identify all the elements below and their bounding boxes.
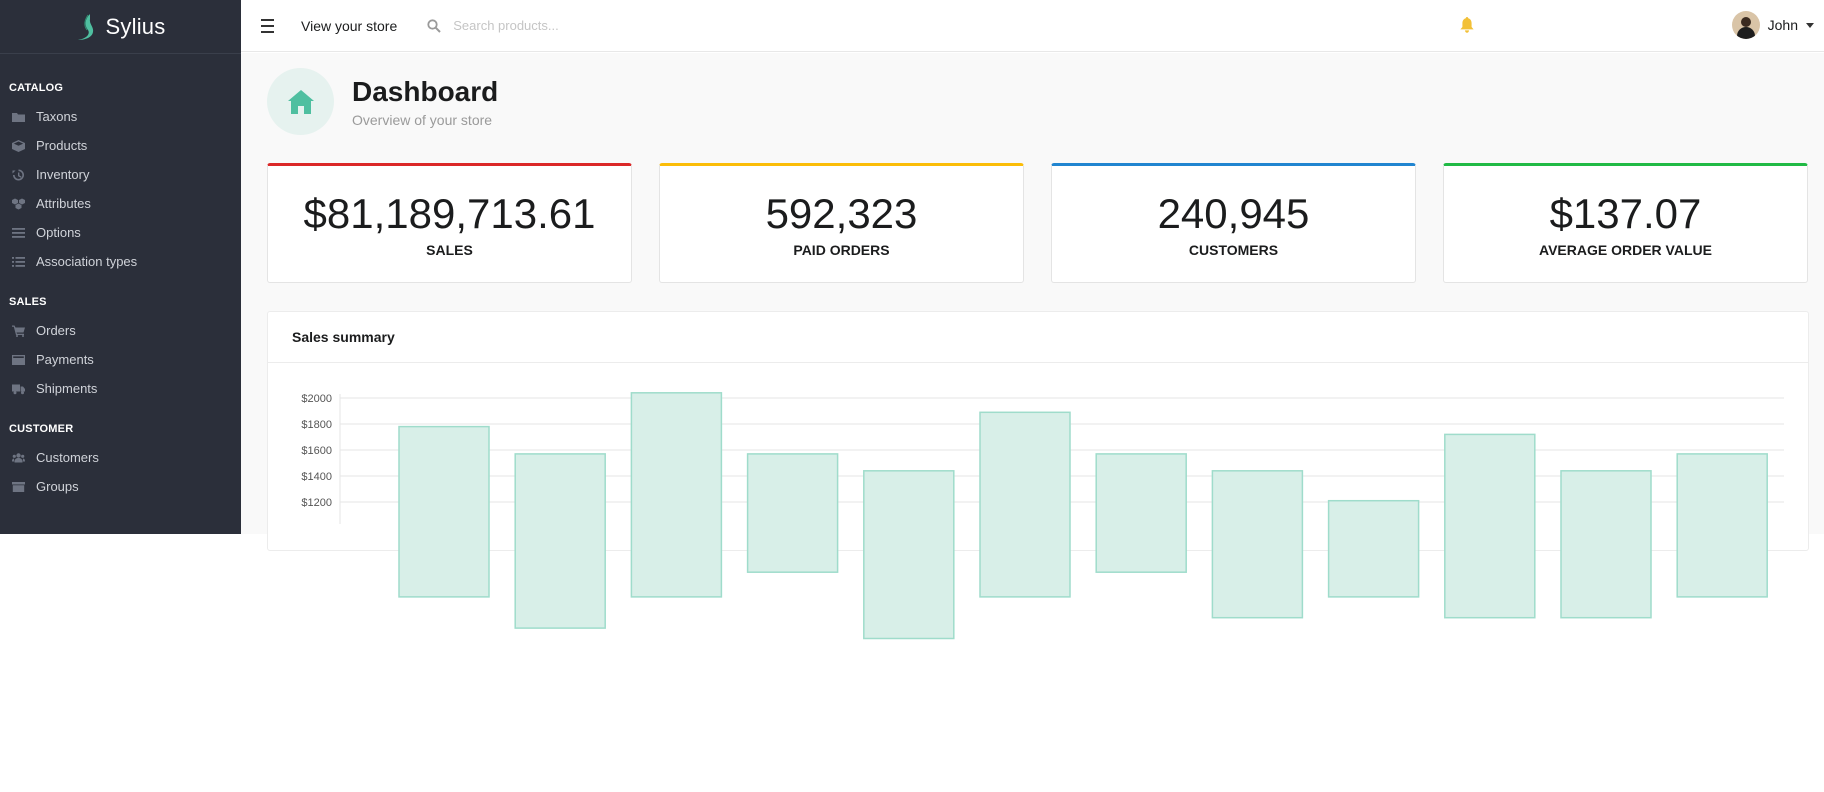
- statistics-row: $81,189,713.61 Sales 592,323 Paid orders 240…: [267, 163, 1808, 283]
- stat-value: $137.07: [1549, 190, 1702, 237]
- chart-bar[interactable]: [746, 453, 839, 573]
- y-tick-label: $1400: [301, 471, 332, 483]
- page-title: Dashboard: [352, 75, 499, 107]
- view-store-link[interactable]: View your store: [301, 17, 398, 34]
- sidebar-section-catalog: Catalog: [9, 82, 64, 94]
- history-icon: [11, 169, 25, 181]
- search-input[interactable]: [453, 18, 754, 33]
- chart-bar[interactable]: [1444, 433, 1536, 619]
- sidebar-item-payments[interactable]: Payments: [0, 345, 241, 374]
- main-content: Dashboard Overview of your store $81,189…: [241, 53, 1824, 640]
- sales-summary-chart: $2000 $1800 $1600 $1400 $1200: [301, 392, 1784, 640]
- sidebar-item-association-types[interactable]: Association types: [0, 247, 241, 276]
- chart-bar[interactable]: [863, 470, 955, 640]
- sidebar-item-label: Shipments: [36, 381, 98, 396]
- sidebar-section-customer: Customer: [9, 423, 74, 435]
- stat-card-sales: $81,189,713.61 Sales: [267, 163, 632, 283]
- sidebar-item-label: Customers: [36, 450, 99, 465]
- chart-bar[interactable]: [630, 392, 723, 598]
- hamburger-icon: [260, 17, 274, 35]
- chart-bar[interactable]: [1095, 453, 1187, 573]
- sidebar-item-label: Attributes: [36, 196, 91, 211]
- stat-label: Customers: [1188, 242, 1279, 258]
- sidebar-item-label: Payments: [36, 352, 94, 367]
- chart-bar[interactable]: [1560, 470, 1652, 619]
- user-menu[interactable]: John: [1731, 11, 1814, 39]
- notifications-bell-icon[interactable]: [1460, 17, 1474, 33]
- page-header: Dashboard Overview of your store: [267, 68, 498, 135]
- payment-icon: [11, 354, 25, 366]
- menu-toggle-button[interactable]: [241, 0, 293, 52]
- cubes-icon: [11, 198, 25, 210]
- sidebar-item-products[interactable]: Products: [0, 131, 241, 160]
- stat-value: 240,945: [1157, 190, 1310, 237]
- users-icon: [11, 452, 25, 464]
- chart-bar[interactable]: [398, 425, 490, 598]
- chart-bar[interactable]: [1327, 499, 1420, 598]
- y-tick-label: $1600: [301, 445, 332, 457]
- chart-bar[interactable]: [979, 411, 1071, 598]
- sales-summary-title: Sales summary: [268, 312, 1808, 363]
- sidebar-nav: Catalog Taxons Products Inventory Attributes…: [0, 54, 241, 505]
- page-subtitle: Overview of your store: [352, 111, 493, 128]
- folder-icon: [11, 111, 25, 123]
- cube-icon: [11, 139, 25, 152]
- stat-card-average-order-value: $137.07 Average order value: [1443, 163, 1808, 283]
- truck-icon: [11, 383, 25, 395]
- user-name: John: [1767, 17, 1798, 33]
- brand-name: Sylius: [105, 13, 166, 39]
- chart-bar[interactable]: [514, 453, 606, 629]
- y-tick-label: $1200: [301, 497, 332, 509]
- stat-card-customers: 240,945 Customers: [1051, 163, 1416, 283]
- sidebar-item-groups[interactable]: Groups: [0, 472, 241, 501]
- sidebar-item-label: Orders: [36, 323, 76, 338]
- sidebar-item-label: Groups: [36, 479, 79, 494]
- sidebar-item-inventory[interactable]: Inventory: [0, 160, 241, 189]
- search-icon: [427, 18, 441, 33]
- sidebar-item-label: Options: [36, 225, 81, 240]
- sidebar-item-orders[interactable]: Orders: [0, 316, 241, 345]
- stat-label: Paid orders: [793, 242, 890, 258]
- sidebar-item-attributes[interactable]: Attributes: [0, 189, 241, 218]
- sidebar-item-options[interactable]: Options: [0, 218, 241, 247]
- archive-icon: [11, 481, 25, 493]
- sidebar: Sylius Catalog Taxons Products Inventory Att…: [0, 0, 241, 534]
- stat-label: Sales: [426, 242, 473, 258]
- avatar: [1731, 11, 1760, 39]
- stat-value: 592,323: [765, 190, 918, 237]
- chart-bar[interactable]: [1211, 470, 1304, 619]
- sidebar-item-label: Taxons: [36, 109, 78, 124]
- sylius-logo-icon: [77, 13, 93, 40]
- sales-summary-card: Sales summary $2000 $1800 $1600 $1400 $1200: [267, 311, 1809, 640]
- y-tick-label: $1800: [301, 419, 332, 431]
- top-bar: View your store John: [241, 0, 1824, 52]
- chart-bar[interactable]: [1676, 453, 1768, 598]
- sidebar-item-label: Inventory: [36, 167, 90, 182]
- stat-card-paid-orders: 592,323 Paid orders: [659, 163, 1024, 283]
- caret-down-icon: [1806, 22, 1814, 28]
- stat-label: Average order value: [1539, 242, 1712, 258]
- stat-value: $81,189,713.61: [303, 190, 596, 237]
- sidebar-item-customers[interactable]: Customers: [0, 443, 241, 472]
- logo[interactable]: Sylius: [0, 0, 241, 54]
- options-icon: [11, 227, 25, 239]
- sidebar-item-label: Association types: [36, 254, 138, 269]
- home-icon: [267, 68, 334, 135]
- search-bar: [427, 18, 754, 33]
- sidebar-item-label: Products: [36, 138, 88, 153]
- cart-icon: [11, 325, 25, 337]
- sidebar-section-sales: Sales: [9, 296, 47, 308]
- list-icon: [11, 256, 25, 268]
- y-tick-label: $2000: [301, 393, 332, 405]
- sidebar-item-shipments[interactable]: Shipments: [0, 374, 241, 403]
- sidebar-item-taxons[interactable]: Taxons: [0, 102, 241, 131]
